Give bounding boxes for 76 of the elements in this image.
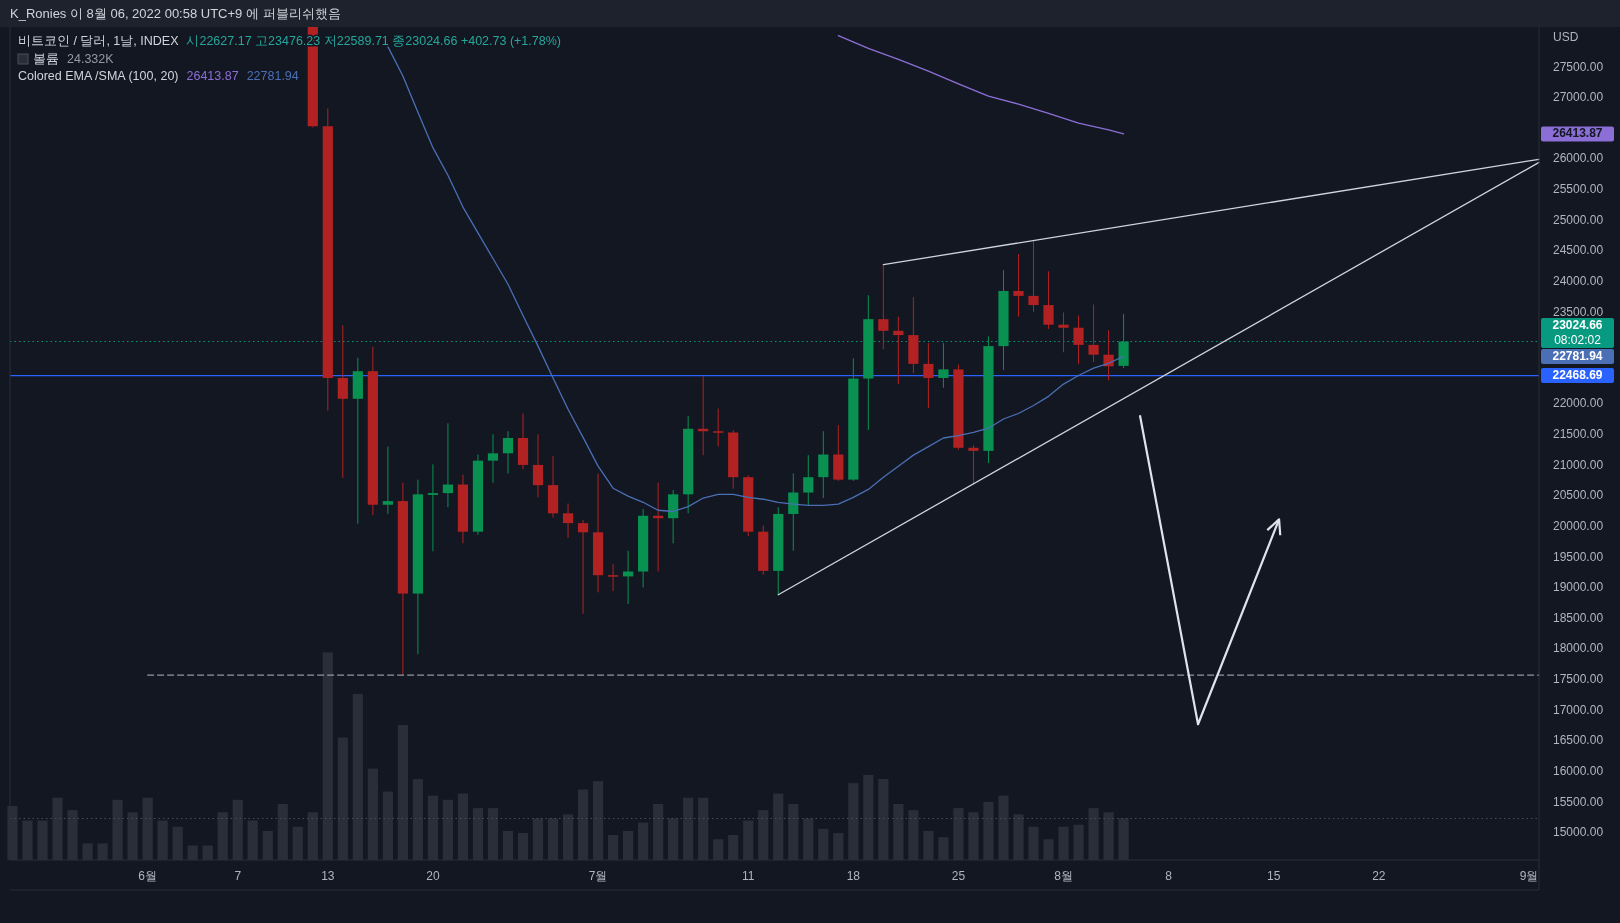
- y-tick-label: 24500.00: [1553, 243, 1604, 258]
- candlestick: [532, 433, 544, 498]
- candlestick: [803, 454, 814, 506]
- candlestick: [713, 408, 724, 448]
- ref-line-label: 23024.66: [1552, 317, 1603, 332]
- candlestick: [788, 473, 799, 552]
- candlestick: [668, 489, 679, 544]
- candlestick: [923, 342, 934, 409]
- y-tick-label: 24000.00: [1553, 273, 1604, 288]
- candlestick: [442, 422, 454, 508]
- line-series: [837, 34, 1125, 135]
- y-tick-label: 18000.00: [1553, 641, 1604, 656]
- y-tick-label: 22000.00: [1553, 396, 1604, 411]
- x-tick-label: 11: [741, 869, 755, 883]
- candlestick: [487, 433, 499, 484]
- legend-label: 볼륨: [33, 52, 59, 66]
- candlestick: [382, 446, 393, 515]
- y-tick-label: 20500.00: [1553, 488, 1604, 503]
- y-tick-label: 27000.00: [1553, 90, 1604, 105]
- candlestick: [337, 324, 348, 479]
- candlestick: [938, 342, 949, 389]
- x-tick-label: 20: [426, 869, 440, 883]
- candlestick: [893, 316, 904, 385]
- candlestick: [607, 563, 619, 592]
- y-tick-label: 15000.00: [1553, 825, 1604, 840]
- candlestick: [562, 503, 574, 539]
- x-tick-label: 22: [1372, 869, 1386, 883]
- x-tick-label: 7: [234, 869, 242, 883]
- candlestick: [818, 430, 829, 499]
- x-tick-label: 15: [1267, 869, 1281, 883]
- y-tick-label: 16000.00: [1553, 763, 1604, 778]
- text: 08:02:02: [1554, 332, 1602, 347]
- candlestick: [1028, 240, 1039, 313]
- candlestick: [1043, 270, 1054, 330]
- y-tick-label: 25000.00: [1553, 212, 1604, 227]
- y-tick-label: 20000.00: [1553, 518, 1604, 533]
- y-tick-label: 21000.00: [1553, 457, 1604, 472]
- y-axis-title: USD: [1553, 30, 1579, 44]
- y-tick-label: 22781.94: [1552, 348, 1603, 363]
- x-tick-label: 13: [321, 869, 335, 883]
- y-tick-label: 21500.00: [1553, 427, 1604, 442]
- y-tick-label: 17000.00: [1553, 702, 1604, 717]
- candlestick: [1088, 303, 1099, 363]
- annotation: 26413.87: [186, 69, 239, 83]
- y-tick-label: 19500.00: [1553, 549, 1604, 564]
- x-tick-label: 8월: [1054, 869, 1073, 883]
- candlestick: [1013, 253, 1024, 318]
- candlestick: [1073, 314, 1084, 365]
- chart-title: K_Ronies 이 8월 06, 2022 00:58 UTC+9 에 퍼블리쉬했음: [10, 6, 341, 21]
- annotation: Colored EMA /SMA (100, 20): [18, 69, 179, 83]
- y-tick-label: 25500.00: [1553, 182, 1604, 197]
- ref-line-label: 22468.69: [1552, 367, 1603, 382]
- y-tick-label: 26000.00: [1553, 151, 1604, 166]
- text: 비트코인 / 달러, 1날, INDEX: [18, 34, 179, 48]
- y-tick-label: 23500.00: [1553, 304, 1604, 319]
- y-tick-label: 26413.87: [1552, 126, 1603, 141]
- y-tick-label: 18500.00: [1553, 610, 1604, 625]
- y-tick-label: 19000.00: [1553, 580, 1604, 595]
- x-tick-label: 6월: [138, 869, 157, 883]
- x-tick-label: 8: [1165, 869, 1173, 883]
- candlestick: [502, 430, 514, 475]
- y-tick-label: 15500.00: [1553, 794, 1604, 809]
- candlestick: [427, 463, 439, 552]
- annotation: 24.332K: [67, 52, 115, 66]
- x-tick-label: 18: [846, 869, 861, 883]
- y-tick-label: 16500.00: [1553, 733, 1604, 748]
- annotation: 22781.94: [246, 69, 299, 83]
- y-tick-label: 17500.00: [1553, 672, 1604, 687]
- candlestick: [577, 519, 589, 615]
- y-tick-label: 27500.00: [1553, 59, 1604, 74]
- x-tick-label: 7월: [588, 869, 608, 883]
- candlestick: [1058, 311, 1069, 353]
- x-tick-label: 25: [951, 869, 966, 883]
- x-tick-label: 9월: [1519, 869, 1539, 883]
- candlestick: [968, 444, 979, 486]
- candlestick: [878, 264, 889, 350]
